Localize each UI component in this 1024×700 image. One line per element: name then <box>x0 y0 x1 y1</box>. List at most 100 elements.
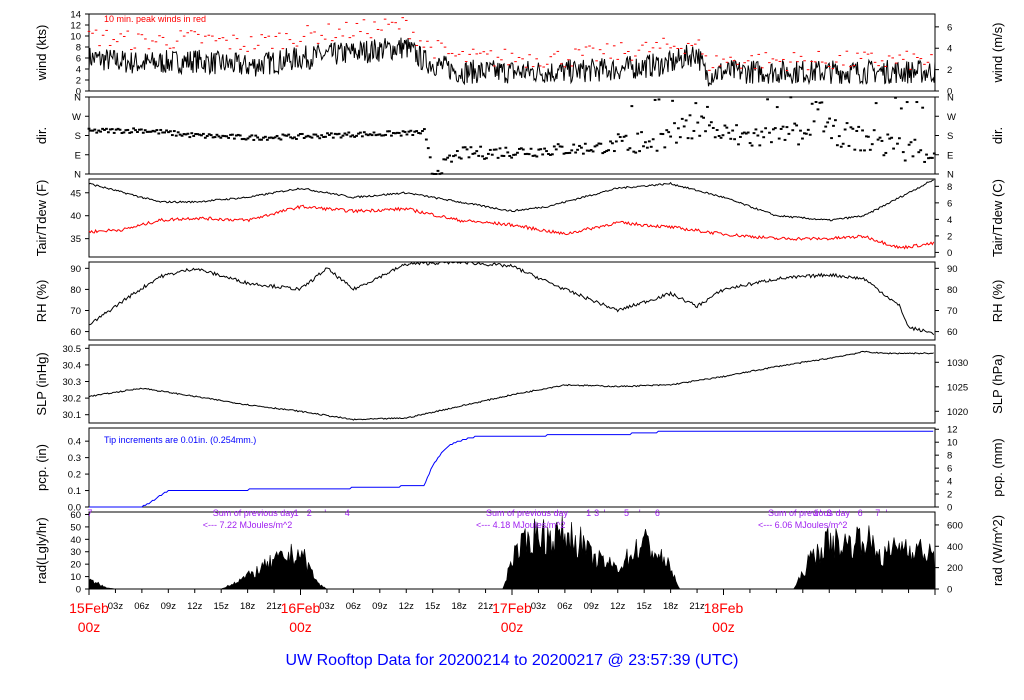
rad-ytick-right-label: 400 <box>947 542 963 553</box>
rad-ytick-label: 20 <box>70 560 81 571</box>
temp-ytick-right-label: 8 <box>947 182 952 193</box>
rad-area <box>88 515 936 590</box>
x-tick-label: 15z <box>214 601 230 612</box>
rh-ytick-label: 60 <box>70 327 81 338</box>
rad-ytick-right-label: 600 <box>947 520 963 531</box>
pcp-ytick-right-label: 4 <box>947 477 952 488</box>
dir-ytick-label: N <box>74 170 81 181</box>
wind-ytick-right-label: 4 <box>947 44 952 55</box>
slp-slp-line <box>88 350 934 421</box>
pcp-ytick-label: 0.4 <box>68 437 81 448</box>
wind-ylabel-right: wind (m/s) <box>990 23 1005 84</box>
rad-ytick-label: 50 <box>70 522 81 533</box>
x-tick-label: 21z <box>689 601 705 612</box>
pcp-ytick-right-label: 8 <box>947 451 952 462</box>
rh-ytick-right-label: 60 <box>947 327 958 338</box>
rad-marker-label: ' <box>639 508 641 518</box>
pcp-ytick-right-label: 2 <box>947 490 952 501</box>
pcp-ytick-right-label: 6 <box>947 464 952 475</box>
rad-ytick-right-label: 200 <box>947 563 963 574</box>
rh-ylabel: RH (%) <box>34 280 49 323</box>
pcp-ylabel-right: pcp. (mm) <box>990 438 1005 497</box>
slp-ytick-right-label: 1025 <box>947 382 968 393</box>
rh-panel-frame <box>88 261 936 341</box>
rad-ytick-label: 0 <box>76 585 81 596</box>
dir-ytick-right-label: N <box>947 170 954 181</box>
x-tick-label: 03z <box>531 601 547 612</box>
slp-ytick-label: 30.5 <box>63 344 82 355</box>
rh-ytick-label: 80 <box>70 285 81 296</box>
dir-ytick-label: E <box>75 150 81 161</box>
x-tick-label: 15z <box>637 601 653 612</box>
slp-panel-frame <box>88 344 936 424</box>
x-tick-label: 12z <box>187 601 203 612</box>
wind-ytick-label: 8 <box>76 43 81 54</box>
pcp-ytick-label: 0.1 <box>68 486 81 497</box>
pcp-annotation: Tip increments are 0.01in. (0.254mm.) <box>104 435 256 445</box>
pcp-panel-frame <box>88 427 936 508</box>
rad-ylabel-right: rad (W/m^2) <box>990 515 1005 586</box>
dir-ytick-label: N <box>74 93 81 104</box>
dir-ytick-right-label: W <box>947 112 956 123</box>
slp-ytick-label: 30.4 <box>63 360 82 371</box>
rad-marker-label: ' <box>324 508 326 518</box>
temp-tdew-line <box>88 204 935 250</box>
wind-ytick-label: 12 <box>70 21 81 32</box>
wind-panel-frame <box>88 13 936 92</box>
rad-marker-label: ' <box>820 508 822 518</box>
wind-ytick-label: 4 <box>76 65 81 76</box>
wind-ytick-label: 6 <box>76 54 81 65</box>
rad-marker-label: 2 <box>307 508 312 518</box>
slp-ytick-label: 30.2 <box>63 394 82 405</box>
temp-ylabel: Tair/Tdew (F) <box>34 180 49 257</box>
day-label: 17Feb <box>492 600 532 616</box>
x-tick-label: 09z <box>161 601 177 612</box>
temp-ytick-right-label: 2 <box>947 231 952 242</box>
rh-rh-line <box>88 261 935 336</box>
temp-ytick-label: 45 <box>70 188 81 199</box>
x-tick-label: 18z <box>451 601 467 612</box>
wind-ytick-label: 14 <box>70 10 81 21</box>
x-tick-label: 21z <box>266 601 282 612</box>
pcp-ylabel: pcp. (in) <box>34 444 49 491</box>
rh-ytick-right-label: 80 <box>947 285 958 296</box>
x-tick-label: 06z <box>557 601 573 612</box>
dir-ytick-label: S <box>75 131 81 142</box>
rad-ytick-label: 10 <box>70 572 81 583</box>
wind-annotation: 10 min. peak winds in red <box>104 14 206 24</box>
temp-ytick-right-label: 6 <box>947 198 952 209</box>
temp-ylabel-right: Tair/Tdew (C) <box>990 179 1005 257</box>
rad-marker-label: 1 <box>814 508 819 518</box>
rad-marker-label: ' <box>886 508 888 518</box>
rh-ytick-right-label: 90 <box>947 264 958 275</box>
x-tick-label: 12z <box>610 601 626 612</box>
rad-marker-label: 4 <box>345 508 350 518</box>
day-hour-label: 00z <box>712 619 735 635</box>
rad-marker-label: 7 <box>87 508 92 518</box>
rad-marker-label: 6 <box>655 508 660 518</box>
day-hour-label: 00z <box>501 619 524 635</box>
slp-ylabel: SLP (inHg) <box>34 352 49 415</box>
rad-marker-label: 3 <box>827 508 832 518</box>
rh-ytick-label: 70 <box>70 306 81 317</box>
rad-marker-label: ' <box>604 508 606 518</box>
day-label: 16Feb <box>281 600 321 616</box>
day-label: 15Feb <box>69 600 109 616</box>
x-tick-label: 09z <box>584 601 600 612</box>
dir-ylabel: dir. <box>34 127 49 144</box>
temp-ytick-label: 35 <box>70 234 81 245</box>
rad-sum-annotation: Sum of previous day <box>768 508 851 518</box>
x-tick-label: 03z <box>108 601 124 612</box>
pcp-ytick-label: 0.3 <box>68 453 81 464</box>
rad-ytick-right-label: 0 <box>947 585 952 596</box>
x-tick-label: 15z <box>425 601 441 612</box>
rad-marker-label: 3 <box>594 508 599 518</box>
rad-marker-label: 5 <box>624 508 629 518</box>
rad-marker-label: 1 <box>294 508 299 518</box>
wind-wind-line <box>88 37 936 87</box>
x-tick-label: 21z <box>478 601 494 612</box>
pcp-ytick-label: 0.2 <box>68 470 81 481</box>
temp-tair-line <box>88 179 934 222</box>
